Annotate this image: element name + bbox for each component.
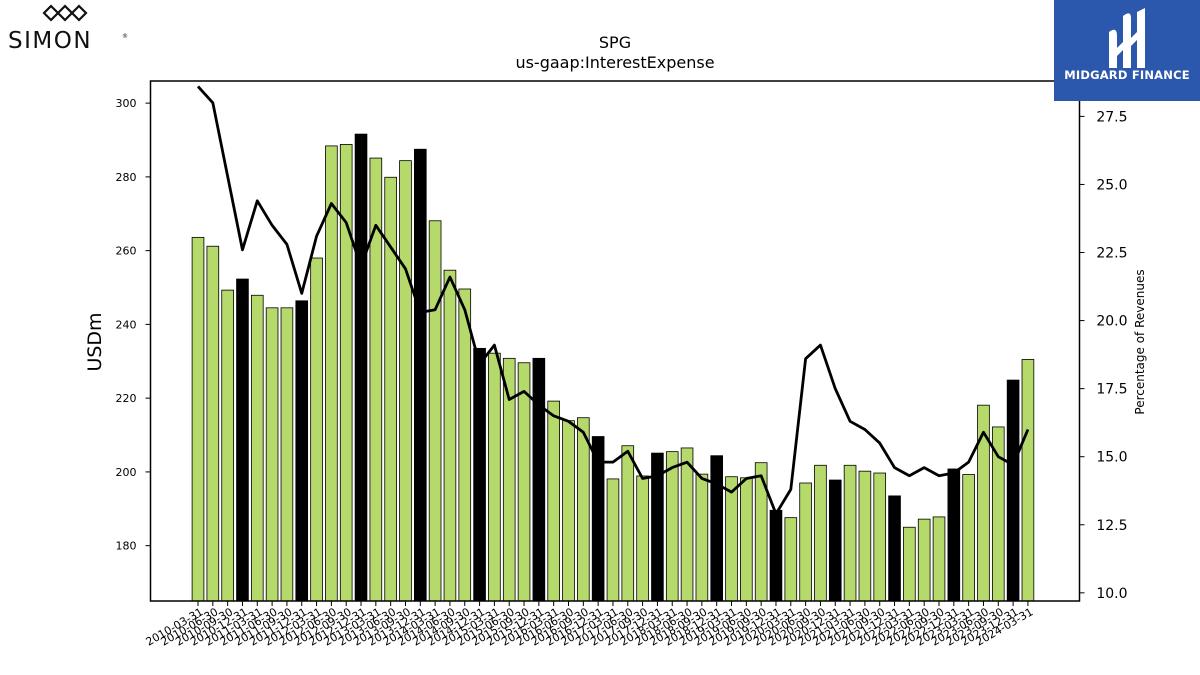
- y2-tick-label: 20.0: [1096, 314, 1127, 330]
- bar-2014-09-30: [458, 288, 472, 602]
- bar-2013-09-30: [399, 160, 412, 602]
- simon-logo-text: SIMON: [8, 28, 93, 54]
- bar-2010-09-30: [221, 289, 234, 602]
- y2-axis-label: Percentage of Revenues: [1133, 269, 1147, 414]
- y2-tick-label: 22.5: [1096, 246, 1127, 262]
- y2-tick-label: 12.5: [1096, 518, 1127, 534]
- bar-2020-06-30: [799, 482, 812, 602]
- series-line: [196, 85, 1030, 516]
- bar-2021-09-30: [873, 472, 887, 602]
- bar-2022-03-31: [903, 526, 916, 602]
- y-tick-label: 180: [116, 540, 137, 553]
- bar-2016-06-30: [562, 420, 575, 602]
- bar-2019-12-31: [769, 509, 783, 602]
- y2-tick-label: 27.5: [1096, 109, 1127, 125]
- midgard-mark-icon: [1109, 8, 1145, 68]
- bar-2022-09-30: [932, 516, 946, 602]
- simon-diamond-icon: [42, 4, 88, 22]
- bar-2023-09-30: [991, 426, 1005, 602]
- bar-2018-06-30: [680, 447, 694, 602]
- bar-2021-06-30: [858, 470, 872, 602]
- bar-2020-09-30: [814, 464, 827, 602]
- y-axis-label: USDm: [84, 312, 106, 371]
- y2-tick-label: 25.0: [1096, 177, 1127, 193]
- bar-2011-03-31: [250, 294, 264, 602]
- registered-mark: ®: [122, 33, 128, 40]
- y-tick-label: 220: [116, 392, 137, 405]
- y-tick-label: 200: [116, 466, 137, 479]
- bar-2010-06-30: [206, 245, 220, 602]
- bar-2011-09-30: [280, 307, 294, 602]
- bar-2012-09-30: [339, 144, 353, 602]
- bar-2012-12-31: [354, 133, 368, 602]
- bar-2018-09-30: [695, 473, 709, 602]
- bar-2020-12-31: [828, 479, 842, 602]
- y2-tick-label: 10.0: [1096, 586, 1127, 602]
- y2-tick-label: 17.5: [1096, 382, 1127, 398]
- bar-2010-12-31: [236, 278, 249, 602]
- chart-subtitle: us-gaap:InterestExpense: [515, 53, 715, 72]
- y-tick-label: 260: [116, 245, 137, 258]
- bar-2017-09-30: [636, 475, 649, 602]
- chart-title: SPG: [598, 33, 632, 52]
- bar-2016-09-30: [577, 417, 590, 602]
- bar-2021-03-31: [843, 464, 857, 602]
- bar-2023-12-31: [1006, 379, 1020, 602]
- bar-2019-03-31: [725, 476, 738, 602]
- midgard-finance-logo: MIDGARD FINANCE: [1054, 0, 1200, 101]
- y2-tick-label: 15.0: [1096, 450, 1127, 466]
- midgard-logo-text: MIDGARD FINANCE: [1064, 68, 1190, 82]
- bar-2021-12-31: [888, 495, 901, 602]
- plot-frame: [149, 80, 1081, 602]
- bar-2018-03-31: [665, 451, 679, 602]
- bar-2014-06-30: [443, 269, 457, 602]
- bar-2022-12-31: [947, 468, 961, 602]
- bar-2010-03-31: [191, 236, 205, 602]
- bar-2011-12-31: [295, 300, 309, 602]
- bar-2014-12-31: [473, 347, 486, 602]
- y-tick-label: 280: [116, 171, 137, 184]
- bar-2015-03-31: [488, 352, 501, 602]
- bar-2016-03-31: [547, 400, 560, 602]
- y-tick-label: 300: [116, 97, 137, 110]
- bar-2017-03-31: [606, 478, 620, 602]
- simon-logo: SIMON ®: [8, 4, 133, 56]
- bar-2018-12-31: [710, 455, 723, 602]
- bar-2011-06-30: [265, 307, 279, 602]
- bar-2017-06-30: [621, 445, 635, 602]
- bar-2015-12-31: [532, 357, 546, 602]
- bar-2023-03-31: [962, 474, 975, 602]
- bar-2013-12-31: [413, 148, 427, 602]
- bar-2024-03-31: [1021, 359, 1035, 602]
- bar-2015-09-30: [517, 362, 531, 602]
- bar-2014-03-31: [428, 220, 442, 602]
- bar-2022-06-30: [917, 518, 931, 602]
- bar-2012-03-31: [310, 257, 323, 602]
- bar-2020-03-31: [784, 517, 798, 602]
- y-tick-label: 240: [116, 318, 137, 331]
- bar-2019-06-30: [740, 477, 753, 602]
